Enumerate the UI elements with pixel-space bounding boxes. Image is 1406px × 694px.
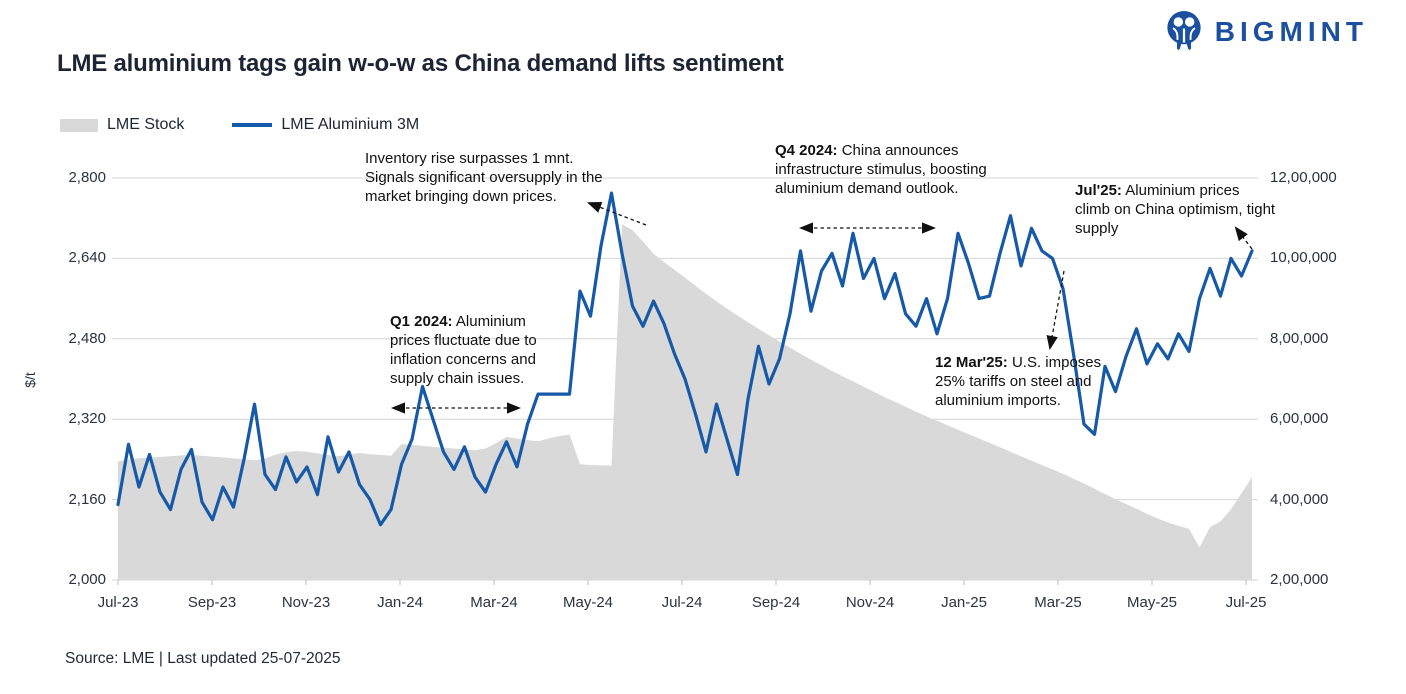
annotation-arrow-mar-12-25	[1046, 270, 1065, 351]
x-tick-label: Jul-24	[661, 594, 703, 611]
x-tick-label: Jan-25	[941, 594, 987, 611]
annotation-q1-2024: Q1 2024: Aluminium prices fluctuate due …	[390, 313, 537, 387]
lme-aluminium-3m-swatch	[232, 123, 273, 127]
annotation-jul-25: Jul'25: Aluminium prices climb on China …	[1075, 182, 1276, 237]
y-left-tick-label: 2,000	[68, 571, 106, 588]
x-tick-label: Jul-25	[1225, 594, 1267, 611]
chart-title: LME aluminium tags gain w-o-w as China d…	[57, 50, 784, 77]
y-right-tick-label: 2,00,000	[1270, 571, 1329, 588]
chart-legend: LME Stock LME Aluminium 3M	[60, 116, 419, 134]
y-left-tick-label: 2,640	[68, 249, 106, 267]
x-tick-label: Mar-25	[1034, 594, 1082, 611]
bigmint-logo-text: BIGMINT	[1214, 16, 1368, 47]
annotation-arrow-jul-25	[1234, 226, 1253, 250]
lme-aluminium-3m-line	[116, 191, 1254, 527]
x-tick-label: Nov-24	[845, 594, 895, 611]
x-tick-label: Jan-24	[377, 594, 423, 611]
annotation-lead: Jul'25:	[1075, 182, 1122, 199]
lme-stock-label: LME Stock	[107, 116, 185, 133]
y-right-tick-label: 12,00,000	[1270, 169, 1337, 186]
annotation-lead: Q1 2024:	[390, 313, 453, 330]
x-tick-label: Sep-24	[751, 594, 801, 611]
lme-stock-area	[118, 224, 1252, 580]
bigmint-logo-icon	[1167, 11, 1201, 50]
y-axis-unit-label: $/t	[21, 372, 38, 388]
y-right-tick-label: 8,00,000	[1270, 329, 1329, 347]
lme-aluminium-3m-label: LME Aluminium 3M	[281, 116, 420, 133]
y-left-tick-label: 2,160	[68, 490, 106, 508]
y-left-tick-label: 2,320	[68, 410, 106, 428]
x-tick-label: Mar-24	[470, 594, 518, 611]
annotation-mar-12-25: 12 Mar'25: U.S. imposes 25% tariffs on s…	[935, 354, 1102, 409]
bigmint-logo: BIGMINT	[1163, 10, 1368, 54]
x-tick-label: Jul-23	[97, 594, 139, 611]
x-tick-label: May-24	[562, 594, 614, 611]
y-right-tick-label: 6,00,000	[1270, 410, 1329, 428]
annotation-lead: Q4 2024:	[775, 142, 838, 159]
source-note: Source: LME | Last updated 25-07-2025	[65, 650, 341, 667]
x-tick-label: May-25	[1126, 594, 1178, 611]
x-tick-label: Nov-23	[281, 594, 331, 611]
x-tick-label: Sep-23	[187, 594, 237, 611]
y-right-tick-label: 10,00,000	[1270, 249, 1337, 267]
legend-item-lme-aluminium-3m: LME Aluminium 3M	[232, 116, 419, 134]
y-left-tick-label: 2,480	[68, 329, 106, 347]
y-right-tick-label: 4,00,000	[1270, 490, 1329, 508]
annotation-inventory-rise: Inventory rise surpasses 1 mnt. Signals …	[365, 150, 603, 205]
y-left-tick-label: 2,800	[68, 169, 106, 186]
annotation-q4-2024: Q4 2024: China announces infrastructure …	[775, 142, 987, 197]
annotation-lead: 12 Mar'25:	[935, 354, 1008, 371]
lme-stock-swatch	[60, 118, 98, 132]
legend-item-lme-stock: LME Stock	[60, 116, 184, 134]
